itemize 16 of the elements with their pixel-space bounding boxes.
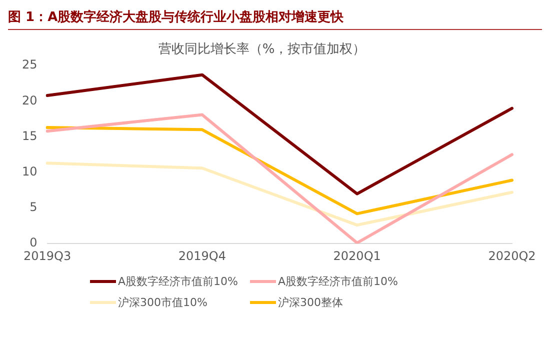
y-tick-label: 5 — [30, 200, 38, 214]
legend-label: A股数字经济市值前10% — [278, 274, 398, 289]
legend-label: A股数字经济市值前10% — [118, 274, 238, 289]
x-tick-label: 2020Q2 — [488, 248, 536, 263]
x-tick-label: 2019Q3 — [23, 248, 72, 263]
y-tick-label: 10 — [22, 164, 38, 179]
chart-title: 图 1：A股数字经济大盘股与传统行业小盘股相对增速更快 — [8, 8, 542, 30]
y-tick-label: 15 — [22, 128, 38, 143]
y-tick-label: 0 — [30, 236, 38, 250]
x-tick-label: 2020Q1 — [333, 248, 381, 263]
legend-label: 沪深300整体 — [278, 295, 343, 310]
y-tick-label: 20 — [22, 93, 38, 108]
legend-label: 沪深300市值10% — [118, 295, 208, 310]
y-tick-label: 25 — [22, 58, 38, 72]
chart-subtitle: 营收同比增长率（%，按市值加权） — [158, 41, 366, 58]
x-tick-label: 2019Q4 — [178, 248, 226, 263]
